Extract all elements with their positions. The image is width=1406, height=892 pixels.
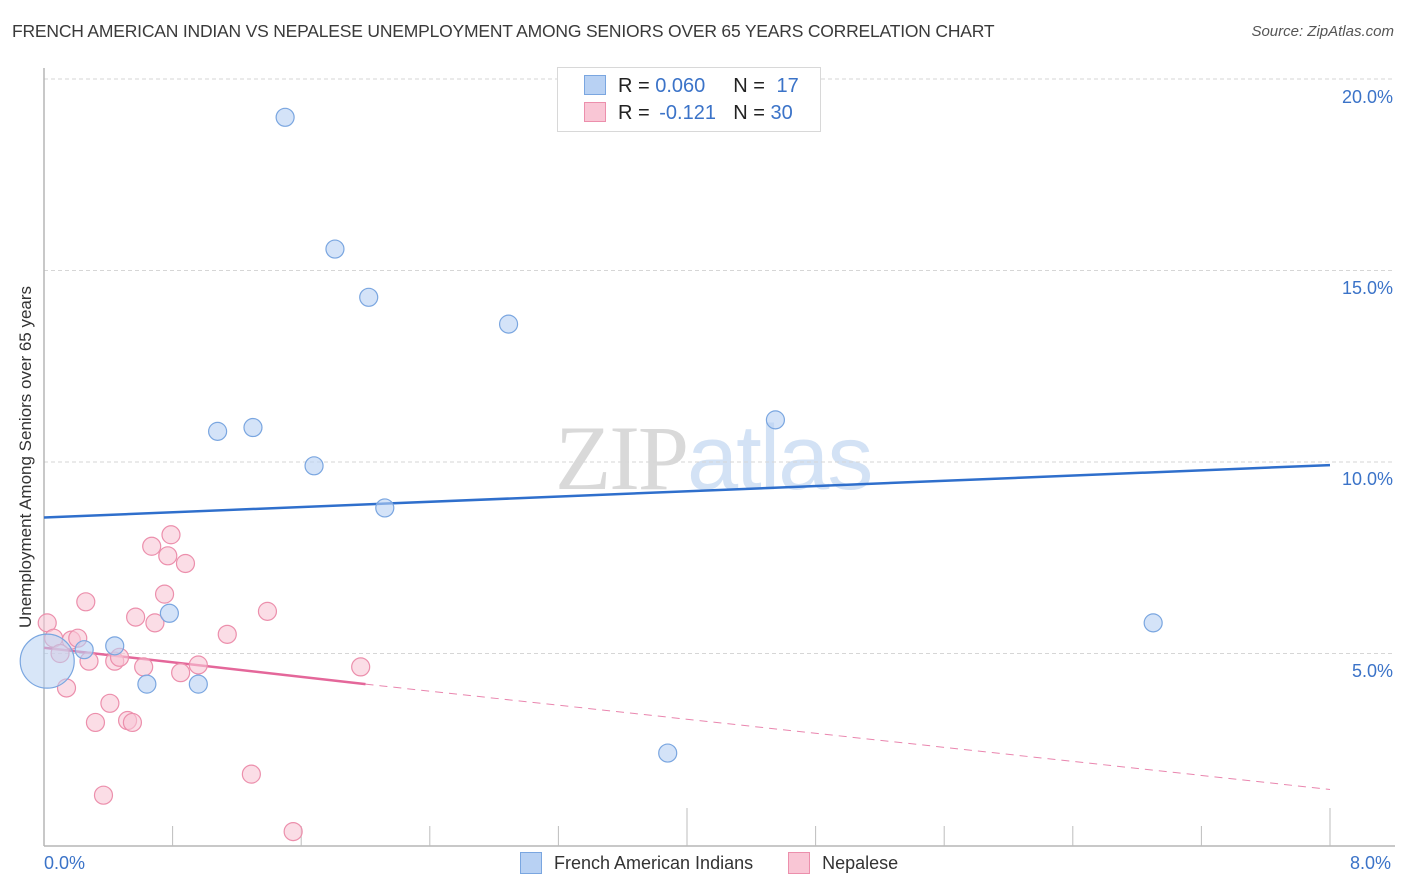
- y-axis-title: Unemployment Among Seniors over 65 years: [16, 285, 35, 629]
- data-point: [304, 456, 324, 476]
- data-point: [145, 613, 165, 633]
- data-point: [126, 607, 146, 627]
- data-point: [122, 712, 143, 733]
- x-max-label: 8.0%: [1350, 853, 1392, 873]
- data-point: [275, 107, 295, 127]
- data-point: [217, 624, 237, 644]
- data-point: [188, 655, 208, 675]
- data-point: [351, 657, 371, 677]
- data-point: [19, 633, 75, 689]
- data-point: [100, 693, 120, 713]
- data-point: [257, 601, 278, 621]
- correlation-legend: R = 0.060 N = 17 R = -0.121 N = 30: [557, 67, 821, 132]
- legend-n-value: 17: [776, 75, 799, 97]
- data-point: [171, 663, 191, 683]
- data-point: [243, 417, 263, 438]
- data-point: [85, 712, 106, 733]
- legend-row-nepalese: R = -0.121 N = 30: [584, 102, 793, 125]
- legend-r-label: R =: [618, 102, 656, 124]
- data-point: [375, 498, 395, 518]
- data-point: [283, 821, 303, 842]
- legend-n-label: N =: [733, 102, 771, 124]
- legend-label: Nepalese: [822, 852, 899, 873]
- data-point: [142, 536, 162, 556]
- data-point: [93, 785, 114, 805]
- data-point: [137, 674, 157, 694]
- data-point: [161, 525, 181, 545]
- legend-swatch-blue: [520, 852, 542, 874]
- data-point: [134, 657, 154, 677]
- legend-item-french-american-indians[interactable]: French American Indians: [520, 852, 753, 874]
- data-point: [241, 764, 261, 784]
- y-tick-15: 15.0%: [1341, 278, 1393, 298]
- data-points: [19, 107, 1163, 842]
- legend-swatch-pink: [584, 102, 606, 122]
- data-point: [658, 743, 678, 763]
- gridlines: [44, 78, 1395, 654]
- y-tick-20: 20.0%: [1341, 87, 1393, 107]
- data-point: [765, 410, 786, 430]
- chart-title: FRENCH AMERICAN INDIAN VS NEPALESE UNEMP…: [12, 21, 995, 41]
- data-point: [325, 239, 345, 259]
- y-tick-10: 10.0%: [1341, 469, 1393, 489]
- data-point: [76, 592, 96, 612]
- data-point: [158, 546, 178, 566]
- legend-r-value: -0.121: [659, 102, 716, 124]
- y-tick-5: 5.0%: [1351, 661, 1393, 681]
- trend-line-french-american-indians: [43, 463, 1331, 519]
- legend-n-label: N =: [733, 75, 771, 97]
- trend-lines: [43, 463, 1331, 790]
- x-min-label: 0.0%: [44, 853, 86, 873]
- series-legend: French American Indians Nepalese: [520, 852, 928, 879]
- legend-row-french-american-indians: R = 0.060 N = 17: [584, 75, 799, 98]
- legend-n-value: 30: [770, 102, 793, 124]
- data-point: [188, 674, 208, 694]
- legend-r-value: 0.060: [655, 75, 706, 97]
- data-point: [159, 603, 179, 623]
- data-point: [1143, 613, 1163, 633]
- trend-line-nepalese-extrapolated: [365, 683, 1331, 790]
- data-point: [105, 636, 125, 656]
- legend-label: French American Indians: [554, 852, 754, 873]
- data-point: [175, 553, 196, 574]
- data-point: [359, 287, 379, 307]
- source-label: Source: ZipAtlas.com: [1251, 23, 1394, 40]
- axes: [43, 68, 1395, 847]
- legend-swatch-blue: [584, 75, 606, 95]
- data-point: [208, 421, 228, 441]
- legend-item-nepalese[interactable]: Nepalese: [788, 852, 898, 874]
- data-point: [498, 314, 519, 334]
- legend-swatch-pink: [788, 852, 811, 874]
- data-point: [154, 584, 175, 604]
- data-point: [74, 640, 94, 660]
- legend-r-label: R =: [618, 75, 656, 97]
